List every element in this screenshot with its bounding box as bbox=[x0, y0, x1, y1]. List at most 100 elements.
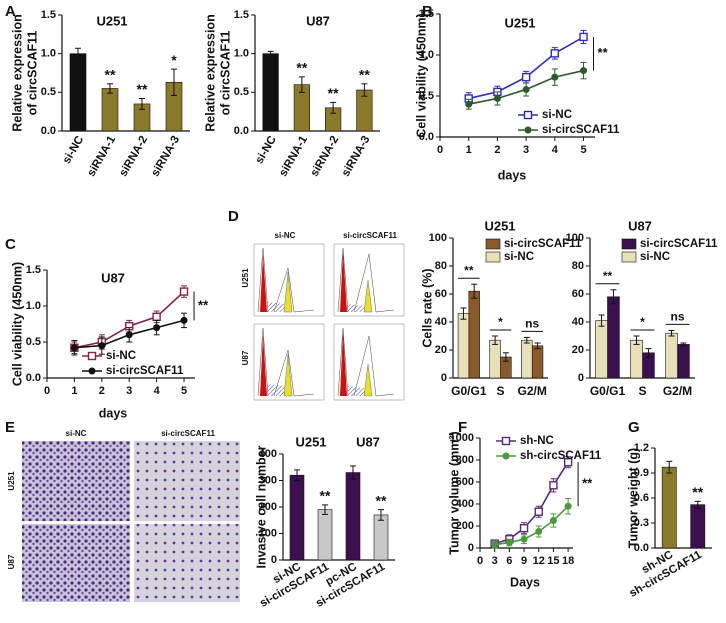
y-tick-label: 1.2 bbox=[634, 442, 649, 454]
panel-label: A bbox=[5, 3, 16, 20]
marker bbox=[534, 507, 543, 516]
flow-plot bbox=[333, 243, 405, 317]
y-tick-label: 60 bbox=[435, 288, 447, 300]
x-tick-label: 2 bbox=[99, 385, 105, 397]
marker bbox=[579, 32, 588, 42]
y-tick-label: 1.5 bbox=[234, 9, 249, 21]
flow-plot bbox=[253, 243, 325, 317]
x-tick-label: siRNA-2 bbox=[117, 134, 150, 179]
legend-marker bbox=[502, 452, 510, 460]
y-tick-label: 1.0 bbox=[234, 48, 249, 60]
x-tick-label: 3 bbox=[492, 555, 498, 567]
y-tick-label: 0.5 bbox=[26, 336, 41, 348]
annotation: ** bbox=[603, 269, 613, 283]
image-row-label: U87 bbox=[241, 350, 250, 365]
legend-label: si-circSCAF11 bbox=[504, 238, 582, 250]
marker bbox=[180, 316, 188, 324]
legend-label: si-circSCAF11 bbox=[106, 365, 184, 377]
invasion-image bbox=[134, 524, 240, 602]
y-axis-label: Relative expression bbox=[10, 14, 24, 131]
bar bbox=[69, 53, 87, 132]
bar bbox=[630, 339, 643, 379]
x-tick-label: siRNA-1 bbox=[85, 133, 118, 178]
y-tick-label: 400 bbox=[259, 448, 277, 460]
legend-label: si-NC bbox=[504, 251, 534, 263]
y-tick-label: 0.0 bbox=[234, 125, 249, 137]
x-tick-label: 5 bbox=[580, 144, 586, 156]
y-tick-label: 0.0 bbox=[634, 542, 649, 554]
y-tick-label: 100 bbox=[566, 232, 584, 244]
x-tick-label: S bbox=[496, 384, 504, 398]
legend-swatch bbox=[621, 251, 637, 263]
marker bbox=[70, 344, 78, 352]
marker bbox=[549, 517, 557, 524]
x-tick-label: 1 bbox=[71, 385, 77, 397]
y-tick-label: 100 bbox=[259, 527, 277, 539]
bar bbox=[607, 296, 620, 379]
annotation: ** bbox=[198, 297, 209, 312]
bar bbox=[531, 345, 544, 379]
panel-label: E bbox=[5, 419, 15, 436]
y-axis-label: Invasive cell number bbox=[254, 445, 268, 568]
y-axis-label: Tumor weight (g) bbox=[626, 448, 640, 548]
x-tick-label: si-NC bbox=[253, 134, 278, 166]
y-tick-label: 20 bbox=[435, 344, 447, 356]
bar bbox=[690, 504, 706, 549]
image-row-label: U251 bbox=[7, 471, 16, 491]
image-row-label: U87 bbox=[7, 554, 16, 569]
x-axis-label: days bbox=[498, 168, 527, 182]
legend-label: si-NC bbox=[640, 251, 670, 263]
bar bbox=[101, 88, 119, 132]
marker bbox=[125, 331, 133, 339]
y-tick-label: 0.5 bbox=[234, 86, 249, 98]
y-tick-label: 0.9 bbox=[634, 467, 649, 479]
y-tick-label: 1.0 bbox=[41, 48, 56, 60]
x-tick-label: 12 bbox=[533, 555, 545, 567]
legend-marker bbox=[87, 351, 97, 361]
x-tick-label: siRNA-1 bbox=[277, 133, 310, 178]
y-axis-label: Relative expression bbox=[203, 14, 217, 131]
annotation: ** bbox=[328, 85, 339, 101]
flow-images: si-NC si-circSCAF11 U251 U87 bbox=[241, 231, 405, 401]
y-axis-label: Tumor volume (mm³) bbox=[447, 431, 461, 554]
y-tick-label: 0 bbox=[441, 372, 447, 384]
marker bbox=[179, 287, 189, 296]
annotation: ** bbox=[464, 263, 474, 277]
y-tick-label: 1.0 bbox=[419, 49, 434, 61]
legend-marker bbox=[88, 367, 96, 375]
y-tick-label: 80 bbox=[435, 260, 447, 272]
marker bbox=[551, 73, 559, 81]
marker bbox=[465, 100, 473, 108]
line bbox=[494, 461, 569, 545]
legend-label: si-circSCAF11 bbox=[542, 124, 620, 136]
y-tick-label: 800 bbox=[456, 454, 474, 466]
panel-label: D bbox=[228, 208, 239, 225]
image-row-label: U251 bbox=[241, 268, 250, 288]
y-tick-label: 0.5 bbox=[41, 86, 56, 98]
bar bbox=[345, 472, 361, 561]
panel-label: C bbox=[5, 236, 16, 253]
bar bbox=[489, 339, 501, 379]
invasion-image bbox=[22, 441, 130, 521]
x-tick-label: 18 bbox=[562, 555, 574, 567]
marker bbox=[564, 502, 572, 510]
bar bbox=[289, 474, 305, 561]
y-axis-label: Cells rate (%) bbox=[420, 268, 434, 347]
x-tick-label: 4 bbox=[552, 144, 559, 156]
y-tick-label: 100 bbox=[429, 232, 447, 244]
flow-plot bbox=[253, 323, 325, 401]
x-tick-label: si-NC bbox=[61, 134, 86, 166]
legend-marker bbox=[524, 126, 532, 134]
y-tick-label: 1.5 bbox=[26, 264, 41, 276]
x-tick-label: 0 bbox=[44, 385, 50, 397]
marker bbox=[153, 324, 161, 332]
legend-swatch bbox=[485, 251, 501, 263]
annotation: ns bbox=[670, 310, 684, 324]
annotation: ** bbox=[296, 60, 307, 76]
x-tick-label: 0 bbox=[437, 144, 443, 156]
x-tick-label: G0/G1 bbox=[451, 384, 487, 398]
annotation: * bbox=[171, 52, 177, 68]
x-tick-label: 0 bbox=[477, 555, 483, 567]
